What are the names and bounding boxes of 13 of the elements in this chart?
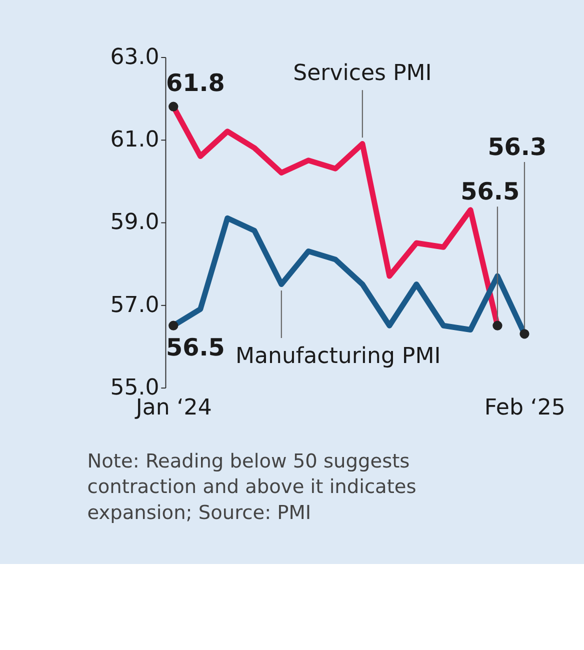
y-tick-label: 61.0	[110, 128, 160, 153]
x-tick-label: Jan ‘24	[134, 396, 212, 421]
data-label: 56.3	[488, 132, 547, 161]
data-label: 61.8	[166, 69, 225, 98]
text: Note: Reading below 50 suggests contraction and above it indicates expansion; Source: PMI	[87, 449, 416, 524]
x-tick-label: Feb ‘25	[484, 396, 566, 421]
text: Services PMI	[293, 60, 432, 86]
y-tick-label: 59.0	[110, 210, 160, 236]
y-tick-label: 57.0	[110, 292, 160, 318]
data-label: 56.5	[460, 177, 520, 206]
data-label: 56.5	[166, 334, 225, 362]
y-tick-label: 63.0	[110, 44, 160, 70]
series-label: Manufacturing PMI	[236, 344, 441, 370]
